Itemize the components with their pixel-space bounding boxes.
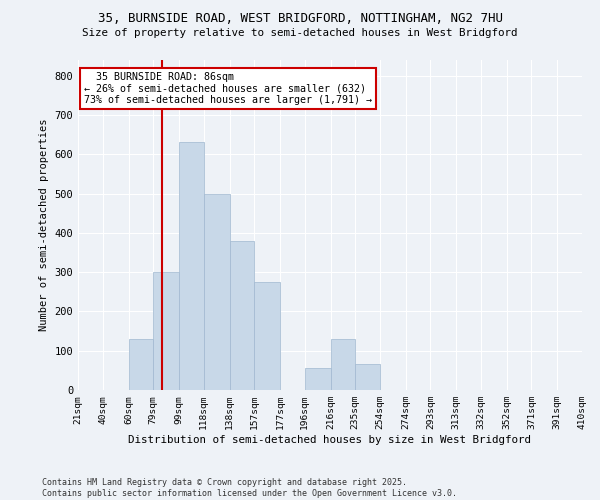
Bar: [128, 339, 153, 390]
Text: 35 BURNSIDE ROAD: 86sqm
← 26% of semi-detached houses are smaller (632)
73% of s: 35 BURNSIDE ROAD: 86sqm ← 26% of semi-de…: [85, 72, 373, 105]
Bar: [355, 364, 380, 390]
X-axis label: Distribution of semi-detached houses by size in West Bridgford: Distribution of semi-detached houses by …: [128, 435, 532, 445]
Bar: [153, 272, 179, 390]
Text: Contains HM Land Registry data © Crown copyright and database right 2025.
Contai: Contains HM Land Registry data © Crown c…: [42, 478, 457, 498]
Bar: [203, 194, 230, 390]
Bar: [331, 339, 355, 390]
Text: Size of property relative to semi-detached houses in West Bridgford: Size of property relative to semi-detach…: [82, 28, 518, 38]
Y-axis label: Number of semi-detached properties: Number of semi-detached properties: [39, 118, 49, 331]
Bar: [305, 368, 331, 390]
Bar: [230, 240, 254, 390]
Bar: [179, 142, 203, 390]
Text: 35, BURNSIDE ROAD, WEST BRIDGFORD, NOTTINGHAM, NG2 7HU: 35, BURNSIDE ROAD, WEST BRIDGFORD, NOTTI…: [97, 12, 503, 26]
Bar: [254, 282, 280, 390]
